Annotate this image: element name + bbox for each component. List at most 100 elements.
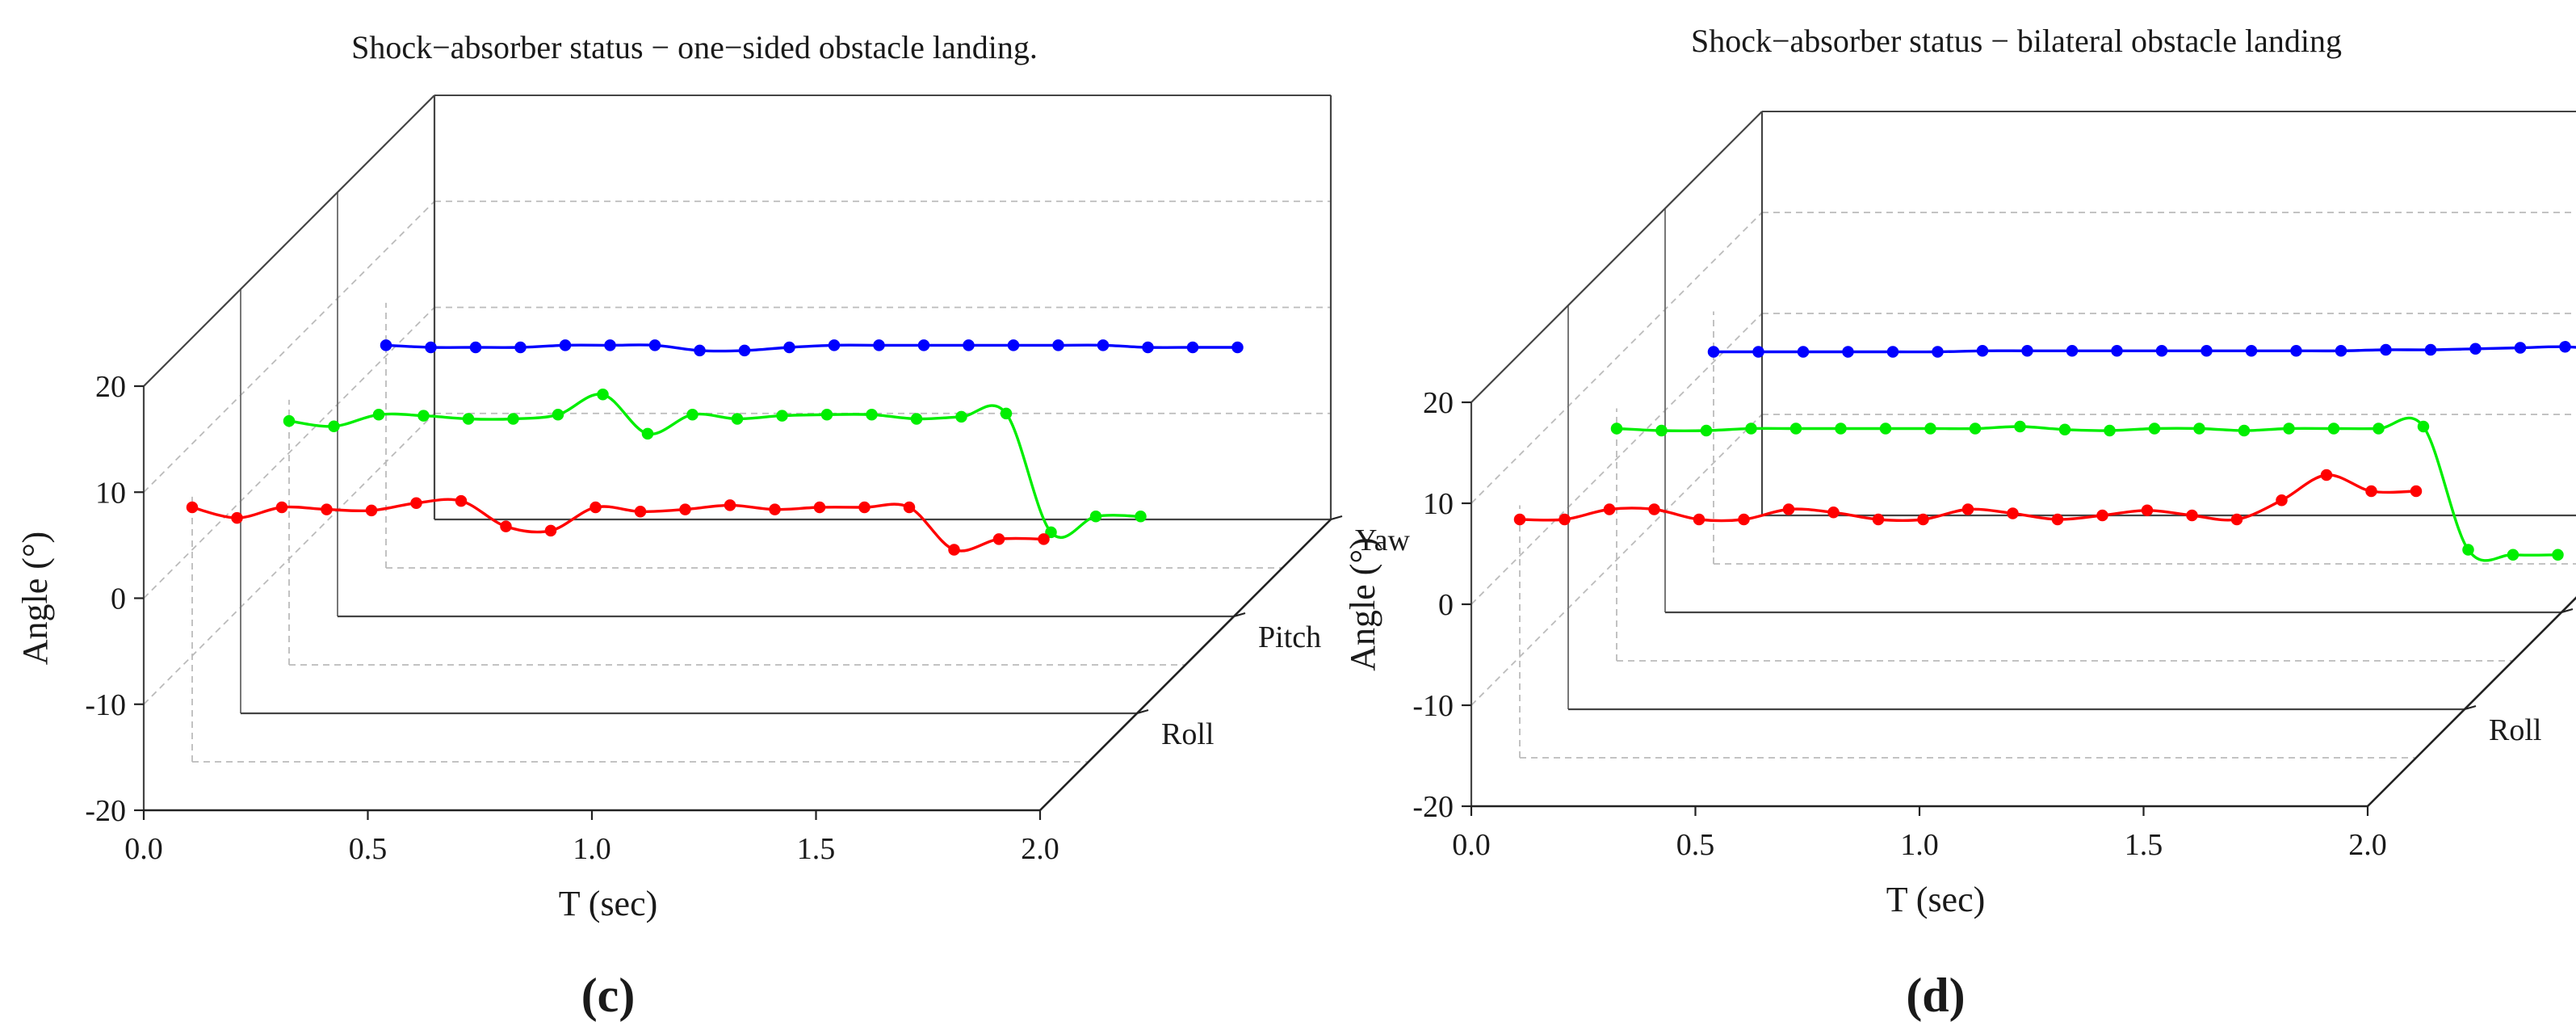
- depth-label: Yaw: [1355, 523, 1411, 557]
- data-point-yaw: [2066, 345, 2079, 357]
- data-point-roll: [2230, 513, 2243, 526]
- data-point-pitch: [2283, 423, 2295, 435]
- data-point-roll: [679, 503, 691, 515]
- data-point-yaw: [1932, 346, 1944, 358]
- data-point-yaw: [1097, 339, 1110, 351]
- depth-label: Pitch: [1258, 620, 1321, 654]
- data-point-yaw: [2380, 343, 2392, 356]
- data-point-pitch: [641, 427, 654, 440]
- x-tick-label: 2.0: [2348, 828, 2387, 862]
- depth-tick-mark: [2561, 607, 2574, 614]
- chart-one-sided-landing: -20 -10 0 10 20 0.0 0.5 1.0 1.5 2.0 Roll Pitch Yaw Sh…: [15, 29, 1411, 1022]
- data-point-pitch: [1835, 423, 1847, 435]
- data-point-yaw: [963, 339, 975, 351]
- data-point-roll: [1917, 513, 1929, 526]
- data-point-yaw: [828, 339, 841, 351]
- data-point-roll: [2141, 504, 2154, 517]
- data-point-pitch: [1879, 423, 1892, 435]
- data-point-roll: [2051, 513, 2064, 526]
- data-point-roll: [275, 501, 288, 514]
- data-point-pitch: [1000, 407, 1013, 420]
- data-point-yaw: [514, 341, 527, 354]
- data-point-yaw: [469, 341, 482, 354]
- data-point-roll: [813, 501, 826, 514]
- x-tick-label: 1.5: [2125, 828, 2163, 862]
- y-axis-title: Angle (°): [15, 532, 55, 665]
- data-point-yaw: [425, 341, 437, 354]
- data-point-roll: [724, 499, 736, 511]
- data-point-yaw: [1007, 339, 1020, 351]
- data-point-yaw: [2335, 345, 2347, 357]
- depth-label: Roll: [2489, 713, 2541, 747]
- data-point-yaw: [2111, 345, 2123, 357]
- side-top-edge: [143, 95, 435, 387]
- data-point-roll: [500, 520, 512, 532]
- x-tick-label: 1.5: [797, 832, 836, 866]
- data-point-pitch: [507, 413, 519, 425]
- data-point-pitch: [1924, 423, 1936, 435]
- depth-axis-line: [2367, 596, 2576, 807]
- data-point-yaw: [1186, 341, 1199, 354]
- side-gridline: [1471, 414, 1763, 706]
- data-point-roll: [948, 544, 960, 556]
- data-point-yaw: [2469, 343, 2482, 355]
- x-tick-label: 0.5: [1676, 828, 1715, 862]
- data-point-pitch: [955, 410, 967, 423]
- data-point-roll: [365, 504, 378, 517]
- data-point-roll: [2096, 509, 2108, 522]
- data-point-yaw: [2424, 343, 2437, 356]
- y-tick-label: 20: [95, 370, 126, 404]
- data-point-pitch: [597, 389, 609, 401]
- panel-label: (d): [1906, 969, 1965, 1022]
- side-gridline: [1471, 313, 1763, 605]
- data-point-roll: [2186, 509, 2198, 522]
- data-point-roll: [544, 524, 557, 537]
- data-point-yaw: [2514, 342, 2527, 354]
- data-point-pitch: [2417, 420, 2430, 433]
- data-point-pitch: [2327, 423, 2340, 435]
- y-tick-label: -10: [85, 688, 126, 722]
- data-point-roll: [231, 511, 243, 524]
- data-point-pitch: [2373, 423, 2385, 435]
- data-point-pitch: [2462, 544, 2474, 556]
- chart-title: Shock−absorber status − bilateral obstac…: [1691, 23, 2342, 59]
- data-point-pitch: [417, 410, 430, 422]
- data-point-pitch: [2238, 424, 2251, 437]
- data-point-roll: [2276, 494, 2288, 507]
- data-point-yaw: [873, 339, 885, 351]
- data-point-yaw: [604, 339, 616, 351]
- data-point-roll: [1693, 513, 1705, 526]
- data-point-pitch: [372, 409, 385, 421]
- y-axis-title: Angle (°): [1343, 537, 1382, 671]
- data-point-roll: [1961, 503, 1974, 515]
- data-point-roll: [1038, 533, 1050, 545]
- data-point-yaw: [2021, 345, 2033, 357]
- data-point-roll: [858, 501, 871, 514]
- data-point-yaw: [2290, 345, 2302, 357]
- data-point-roll: [1648, 503, 1660, 515]
- data-point-yaw: [2201, 345, 2213, 357]
- data-point-roll: [1872, 513, 1885, 526]
- data-point-pitch: [328, 420, 340, 432]
- data-point-roll: [2365, 485, 2377, 498]
- depth-label: Roll: [1161, 717, 1214, 751]
- data-point-pitch: [2058, 423, 2071, 436]
- series-line-roll: [191, 498, 1044, 553]
- data-point-pitch: [1969, 423, 1982, 435]
- chart-bilateral-landing: -20-10010200.00.51.01.52.0RollPitchYawSh…: [1343, 23, 2576, 1022]
- data-point-pitch: [283, 414, 296, 427]
- data-point-roll: [455, 494, 468, 507]
- side-gridline: [1471, 212, 1763, 504]
- data-point-pitch: [1610, 423, 1623, 435]
- side-gridline: [143, 200, 435, 493]
- y-tick-label: 0: [111, 582, 126, 616]
- x-tick-label: 1.0: [573, 832, 611, 866]
- data-point-yaw: [1052, 339, 1064, 351]
- data-point-roll: [186, 501, 199, 514]
- data-point-pitch: [731, 413, 744, 425]
- data-point-pitch: [776, 410, 788, 422]
- y-tick-label: 10: [1423, 487, 1454, 521]
- data-point-roll: [1603, 503, 1616, 515]
- data-point-roll: [634, 506, 647, 518]
- data-point-pitch: [1789, 423, 1802, 435]
